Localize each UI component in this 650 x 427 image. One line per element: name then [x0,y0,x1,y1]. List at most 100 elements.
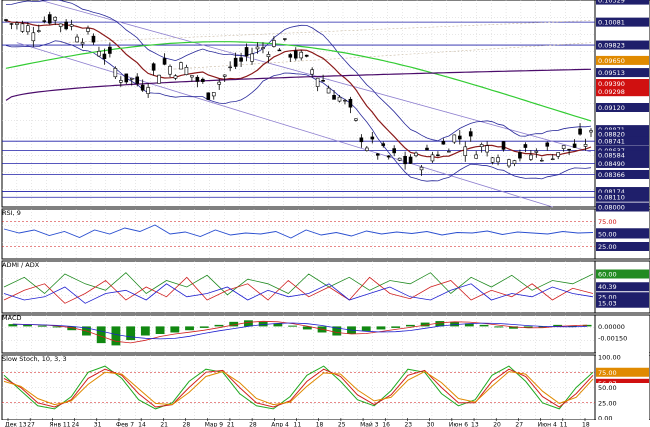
rsi-line [3,224,594,239]
time-tick-label: Янв 11 [49,422,70,427]
candle-body [529,154,533,160]
candle-body [206,92,211,100]
macd-bar [111,326,121,346]
candle-body [97,51,101,57]
candle-body [86,28,90,32]
candle-body [441,141,446,145]
candle-body [370,136,375,140]
macd-bar [376,326,386,330]
candle-body [272,40,276,47]
candle-body [162,58,167,65]
axis-label-bg [596,282,649,292]
candle-body [479,144,484,148]
axis-tick-label: 0.09390 [598,80,625,88]
candle-body [512,160,517,164]
macd-bar [52,326,62,328]
candle-body [58,23,63,27]
axis-label-bg [596,145,649,155]
macd-bar [302,326,312,330]
macd-bar [23,324,32,327]
time-tick-label: 24 [72,422,80,427]
axis-tick-label: 0.08174 [598,188,625,196]
time-tick-label: 21 [227,422,235,427]
macd-signal-line [12,320,588,344]
macd-title: MACD [2,314,21,322]
candle-body [190,75,194,78]
axis-tick-label: 0.00000 [598,323,625,331]
macd-bar [214,324,224,327]
axis-label-bg [596,352,649,362]
axis-tick-label: 0.09513 [598,69,625,77]
candle-body [228,66,232,69]
candle-body [572,143,577,148]
candle-body [447,151,451,153]
axis-tick-label: 0.09298 [598,88,625,96]
candle-body [288,54,293,58]
candle-body [37,30,41,32]
axis-label-bg [596,129,649,139]
axis-tick-label: 0.08584 [598,152,625,160]
candle-body [9,23,14,25]
axis-label-bg [596,192,649,202]
candle-body [397,157,402,161]
time-tick-label: 13 [471,422,479,427]
candle-body [233,57,238,67]
channel-upper [38,0,592,153]
time-tick-label: 28 [183,422,191,427]
candle-body [523,144,528,148]
axis-label-bg [596,367,649,377]
time-tick-label: 25 [338,422,346,427]
axis-tick-label: 75.00 [598,369,617,377]
axis-label-bg [596,17,649,27]
axis-label-bg [596,79,649,89]
macd-bar [405,324,415,327]
axis-tick-label: 0.09650 [598,57,625,65]
axis-tick-label: 0.09120 [598,104,625,112]
moving-average-mid [5,41,592,122]
candle-body [436,154,440,156]
candle-body [283,38,287,40]
time-tick-label: 16 [382,422,390,427]
time-tick-label: 23 [404,422,412,427]
time-tick-label: Июн 4 [538,422,557,427]
macd-bar [273,323,283,327]
candle-body [408,156,413,164]
candle-body [381,143,386,146]
time-tick-label: Май 3 [360,422,379,427]
macd-bar [244,320,253,327]
macd-bar [391,326,401,328]
candle-body [315,77,320,87]
candle-body [485,145,489,153]
time-tick-label: 11 [560,422,568,427]
candle-body [239,57,243,62]
stoch-series-line [3,368,594,408]
axis-label-bg [596,292,649,302]
macd-bar [288,325,298,327]
axis-tick-label: 0.08110 [598,194,625,202]
time-axis-bg [0,420,650,427]
adx-series-line [3,283,594,304]
candle-body [578,128,582,135]
candle-body [168,65,172,75]
candle-body [392,148,396,154]
candle-body [173,75,178,79]
macd-bar [567,325,577,327]
macd-bar [199,326,209,328]
stoch-title: Slow Stoch, 10, 3, 3 [2,355,67,363]
axis-label-bg [596,298,649,308]
macd-indicator: 0.00000 -0.00150 [8,320,649,346]
candle-body [146,87,150,94]
axis-label-bg [596,68,649,78]
candle-body [113,68,118,78]
axis-label-bg [596,87,649,97]
candle-body [31,32,36,42]
candle-body [550,158,555,161]
candle-body [266,54,271,58]
candle-body [419,166,424,171]
candle-body [277,49,282,52]
candle-body [518,152,522,159]
candle-body [135,76,140,84]
axis-label-bg [596,229,649,239]
